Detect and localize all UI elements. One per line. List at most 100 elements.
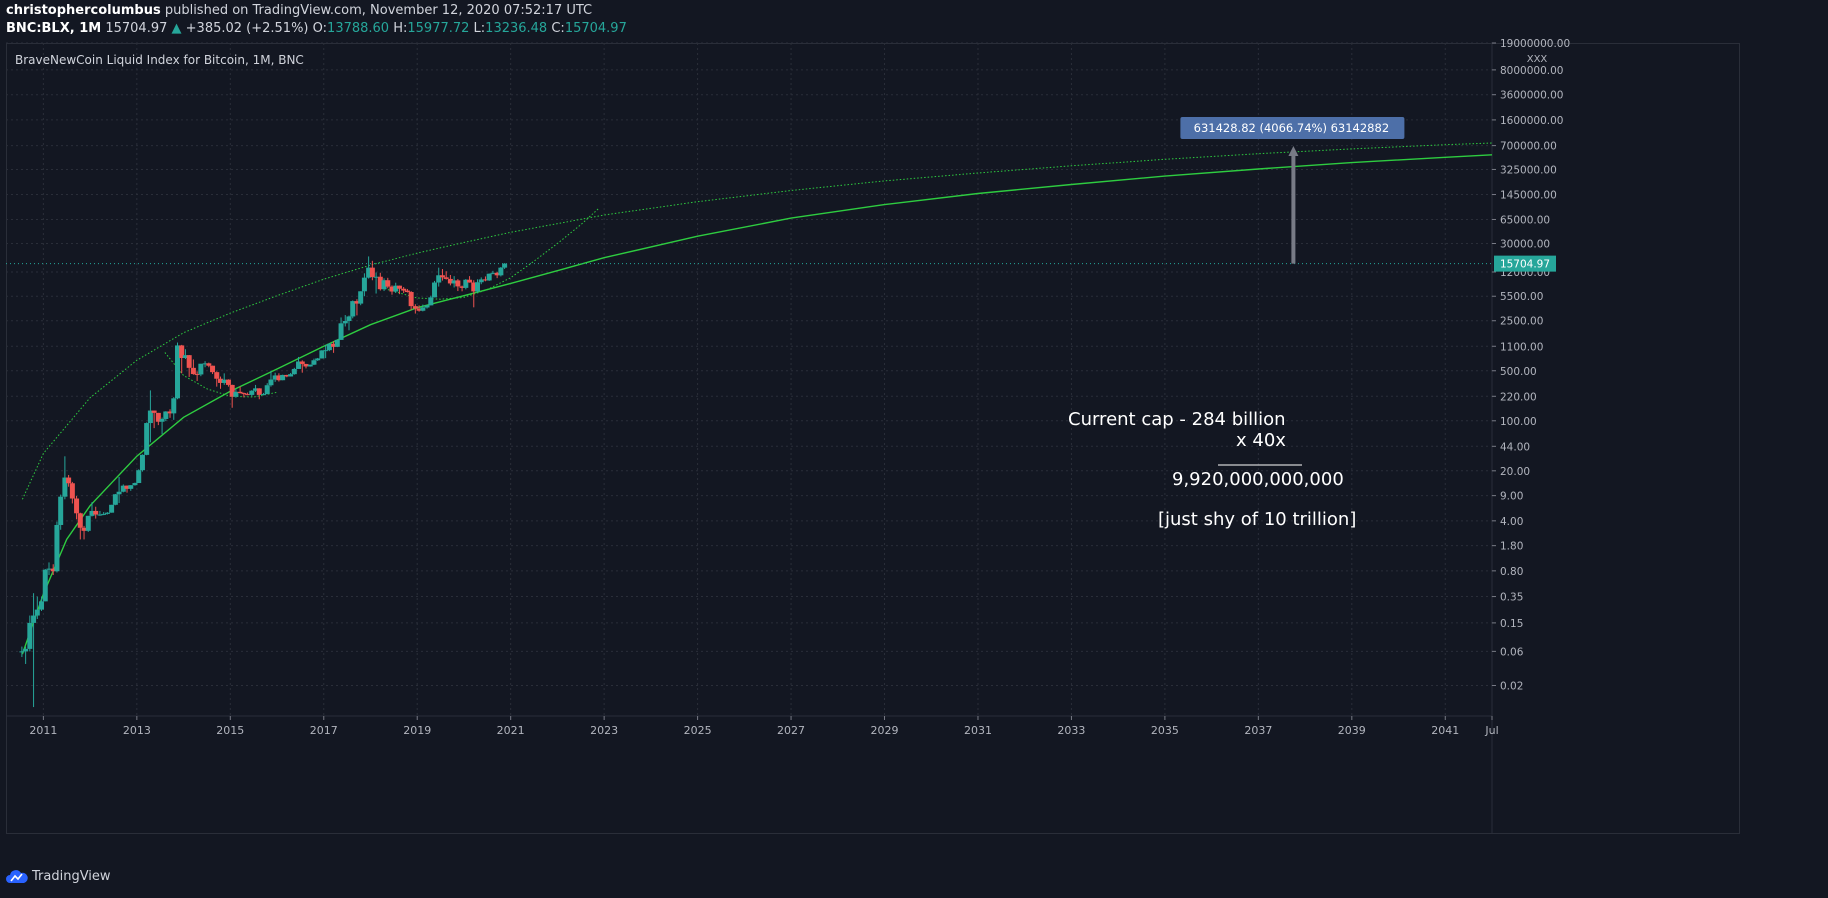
change-value: +385.02 (+2.51%) bbox=[185, 21, 309, 36]
candle bbox=[369, 260, 375, 281]
candle bbox=[190, 359, 196, 375]
y-tick-label: 1100.00 bbox=[1500, 341, 1543, 353]
candle-body bbox=[478, 279, 484, 283]
candle bbox=[475, 279, 481, 293]
candle bbox=[124, 485, 130, 493]
candle bbox=[424, 304, 430, 309]
candle bbox=[299, 360, 305, 373]
candle bbox=[280, 374, 286, 381]
candle-body bbox=[85, 515, 91, 531]
candle bbox=[85, 515, 91, 532]
candle-body bbox=[116, 491, 122, 495]
candle-body bbox=[311, 360, 317, 365]
candle-body bbox=[326, 343, 332, 351]
candle-body bbox=[420, 307, 426, 311]
candle bbox=[385, 277, 391, 289]
candle-body bbox=[319, 350, 325, 359]
candle-body bbox=[42, 569, 48, 602]
y-tick-label: 1600000.00 bbox=[1500, 115, 1563, 127]
candle bbox=[74, 495, 80, 520]
candle bbox=[467, 276, 473, 283]
candle bbox=[319, 350, 325, 359]
candle-body bbox=[93, 510, 99, 515]
candle-body bbox=[272, 375, 278, 380]
high-value: 15977.72 bbox=[407, 21, 470, 36]
candle-body bbox=[31, 615, 37, 623]
candle bbox=[116, 476, 122, 504]
candle bbox=[459, 285, 465, 292]
annotation-multiplier: x 40x bbox=[1236, 430, 1286, 451]
candle bbox=[229, 384, 235, 408]
candle bbox=[272, 372, 278, 382]
candle bbox=[34, 596, 40, 619]
candle bbox=[342, 315, 348, 327]
candle bbox=[54, 521, 60, 573]
candle-body bbox=[104, 512, 110, 514]
grid-lines bbox=[6, 42, 1493, 716]
candle-body bbox=[221, 379, 227, 383]
candle-body bbox=[299, 361, 305, 364]
candle-body bbox=[490, 272, 496, 274]
candle bbox=[171, 397, 177, 420]
y-tick-label: 5500.00 bbox=[1500, 291, 1543, 303]
y-tick-label: 9.00 bbox=[1500, 491, 1523, 503]
candle bbox=[50, 564, 56, 576]
candle bbox=[428, 295, 434, 306]
published-text: published on TradingView.com, November 1… bbox=[164, 3, 593, 18]
candle bbox=[451, 276, 457, 288]
open-value: 13788.60 bbox=[327, 21, 390, 36]
candle-body bbox=[89, 510, 95, 516]
tradingview-logo[interactable]: TradingView bbox=[6, 869, 111, 884]
candle bbox=[408, 291, 414, 310]
candle-body bbox=[132, 483, 138, 486]
y-tick-label: 100.00 bbox=[1500, 416, 1537, 428]
candle-body bbox=[124, 485, 130, 489]
candle-body bbox=[39, 601, 45, 610]
candle bbox=[237, 386, 243, 394]
candle-body bbox=[393, 285, 399, 292]
candle-body bbox=[459, 286, 465, 288]
candle-body bbox=[54, 524, 60, 572]
symbol-label: BNC:BLX, 1M bbox=[6, 21, 102, 36]
candle-body bbox=[163, 411, 169, 419]
candle-body bbox=[128, 485, 134, 489]
candle bbox=[155, 412, 161, 426]
close-value: 15704.97 bbox=[564, 21, 627, 36]
candle-body bbox=[338, 323, 344, 340]
candle-body bbox=[186, 355, 192, 368]
author-name[interactable]: christophercolumbus bbox=[6, 3, 161, 18]
candle bbox=[89, 502, 95, 517]
candle bbox=[104, 512, 110, 515]
candle-body bbox=[412, 306, 418, 309]
candle-body bbox=[346, 316, 352, 321]
candle bbox=[323, 344, 329, 359]
candle bbox=[186, 355, 192, 377]
candle-body bbox=[120, 485, 126, 492]
candle-body bbox=[174, 345, 180, 399]
candle-body bbox=[467, 279, 473, 283]
y-tick-label: 4.00 bbox=[1500, 516, 1523, 528]
y-tick-label: 700000.00 bbox=[1500, 141, 1557, 153]
x-tick-label: 2031 bbox=[964, 724, 992, 737]
candle-body bbox=[97, 514, 103, 516]
candle bbox=[284, 374, 290, 378]
candle bbox=[288, 372, 294, 377]
candle bbox=[19, 646, 25, 658]
y-tick-label: 2500.00 bbox=[1500, 316, 1543, 328]
tradingview-cloud-icon bbox=[6, 869, 28, 883]
candle bbox=[159, 417, 165, 435]
candle-body bbox=[389, 286, 395, 292]
chart-canvas[interactable]: 19000000.00 8000000.00 3600000.00 1600000.0… bbox=[0, 0, 1828, 860]
candle bbox=[260, 392, 266, 396]
candle bbox=[498, 266, 504, 277]
y-tick-label: 0.06 bbox=[1500, 646, 1524, 658]
y-tick-label: 19000000.00 bbox=[1500, 38, 1570, 50]
y-tick-label: 500.00 bbox=[1500, 366, 1537, 378]
candle bbox=[303, 363, 309, 369]
dotted-curve bbox=[164, 352, 278, 398]
candle-body bbox=[432, 282, 438, 298]
x-tick-label: 2035 bbox=[1151, 724, 1179, 737]
candle-body bbox=[229, 384, 235, 397]
last-value: 15704.97 bbox=[105, 21, 168, 36]
candle-body bbox=[217, 378, 223, 383]
